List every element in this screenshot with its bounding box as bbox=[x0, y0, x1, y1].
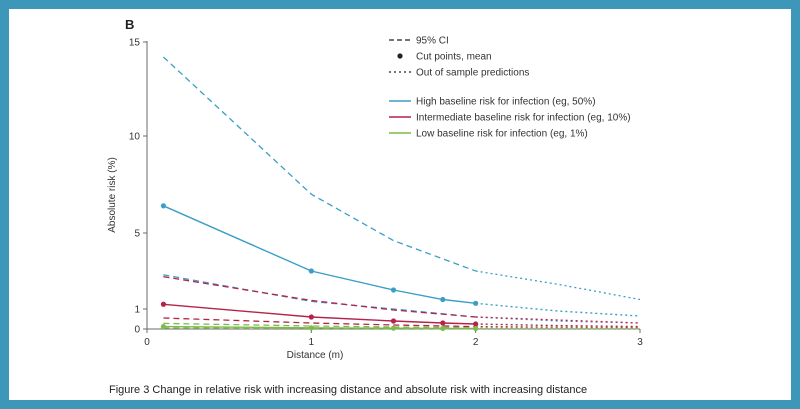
x-tick-label: 2 bbox=[473, 337, 479, 348]
legend-series-label: Intermediate baseline risk for infection… bbox=[416, 113, 631, 124]
series-1-mean-extrapolated-line bbox=[475, 323, 641, 328]
legend-style-label: Out of sample predictions bbox=[416, 68, 529, 79]
series-1-cut-point bbox=[390, 318, 397, 324]
panel-label: B bbox=[125, 17, 134, 32]
y-axis-label: Absolute risk (%) bbox=[107, 157, 118, 233]
x-tick-label: 0 bbox=[144, 337, 150, 348]
y-tick-label: 15 bbox=[129, 38, 141, 49]
legend-style-label: 95% CI bbox=[416, 36, 449, 47]
series-0-cut-point bbox=[390, 287, 397, 293]
x-tick-label: 3 bbox=[637, 337, 643, 348]
series-2-ci-upper-extrapolated-line bbox=[475, 327, 641, 330]
y-tick-label: 10 bbox=[129, 132, 141, 143]
series-1-cut-point bbox=[473, 321, 479, 327]
y-tick-label: 1 bbox=[134, 305, 140, 316]
series-1-cut-point bbox=[308, 314, 314, 320]
series-1-cut-point bbox=[440, 320, 446, 326]
series-1-cut-point bbox=[160, 301, 167, 307]
y-tick-label: 0 bbox=[134, 325, 140, 336]
legend-series-label: High baseline risk for infection (eg, 50… bbox=[416, 97, 596, 108]
legend-series-label: Low baseline risk for infection (eg, 1%) bbox=[416, 129, 588, 140]
series-1-mean-line bbox=[163, 303, 476, 325]
series-0-mean-line bbox=[163, 205, 476, 304]
series-1-ci-upper-line bbox=[163, 276, 476, 318]
series-2-cut-point bbox=[390, 325, 397, 331]
series-2-cut-point bbox=[440, 325, 446, 331]
x-ticks: 0 1 2 3 bbox=[144, 329, 643, 348]
series-2-cut-point bbox=[160, 324, 167, 330]
series-2-cut-point bbox=[473, 325, 479, 332]
series-0-cut-point bbox=[160, 203, 167, 209]
legend-style-label: Cut points, mean bbox=[416, 52, 492, 63]
figure-caption: Figure 3 Change in relative risk with in… bbox=[109, 384, 588, 396]
series-2-cut-point bbox=[308, 325, 314, 331]
series-1-ci-lower-line bbox=[163, 317, 476, 328]
series-0-cut-point bbox=[308, 268, 314, 274]
series-0-cut-point bbox=[473, 300, 479, 306]
legend: 95% CI Cut points, mean Out of sample pred… bbox=[389, 36, 631, 140]
series-2-ci-upper-line bbox=[163, 322, 476, 329]
y-tick-label: 5 bbox=[134, 229, 140, 240]
series-1-ci-lower-extrapolated-line bbox=[475, 325, 641, 329]
x-axis-label: Distance (m) bbox=[287, 350, 344, 361]
series-0-ci-lower-extrapolated-line bbox=[475, 316, 641, 324]
series-layer bbox=[160, 56, 641, 332]
series-0-ci-upper-line bbox=[162, 56, 476, 272]
legend-point-swatch bbox=[397, 53, 403, 59]
series-1-ci-upper-extrapolated-line bbox=[475, 316, 641, 324]
series-0-mean-extrapolated-line bbox=[475, 302, 641, 317]
x-tick-label: 1 bbox=[309, 337, 315, 348]
series-0-ci-lower-line bbox=[163, 274, 476, 318]
series-0-ci-upper-extrapolated-line bbox=[475, 270, 641, 301]
series-0-cut-point bbox=[440, 296, 446, 303]
